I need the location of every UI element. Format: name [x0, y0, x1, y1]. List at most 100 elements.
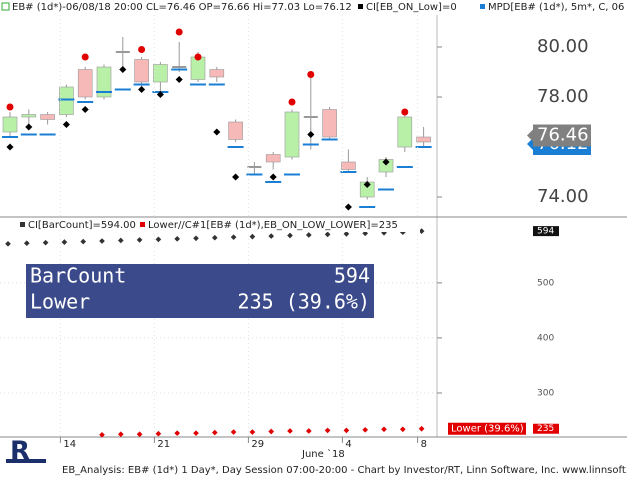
- point: [305, 428, 312, 434]
- info-box: [26, 264, 374, 318]
- point: [155, 430, 162, 437]
- candle-body: [153, 64, 168, 83]
- candle-body: [134, 59, 149, 83]
- marker-dot: [175, 28, 183, 36]
- y-tick-label: 74.00: [537, 186, 589, 207]
- panel-legend: Lower//C#1[EB# (1d*),EB_ON_LOW_LOWER]=23…: [148, 220, 398, 231]
- marker-diamond: [81, 105, 89, 114]
- point: [211, 429, 218, 436]
- header-bar: [0, 0, 627, 15]
- point: [249, 429, 256, 435]
- logo-bar: [6, 459, 46, 463]
- point: [399, 426, 406, 433]
- candle-body: [96, 66, 112, 98]
- candle-body: [322, 109, 337, 138]
- point: [268, 428, 275, 435]
- point: [23, 240, 30, 247]
- footer: EB_Analysis: EB# (1d*) 1 Day*, Day Sessi…: [62, 465, 627, 476]
- point: [230, 234, 237, 240]
- header-legend: EB# (1d*)-06/08/18 20:00 CL=76.46 OP=76.…: [12, 2, 352, 13]
- candle-body: [21, 114, 37, 118]
- candle-body: [59, 86, 74, 115]
- candle-body: [265, 154, 281, 163]
- point: [418, 425, 425, 432]
- candle-body: [284, 111, 300, 158]
- series-tag: [448, 422, 526, 435]
- price-tag: [533, 124, 591, 147]
- marker-dot: [138, 46, 146, 53]
- x-tick-label: 21: [157, 439, 170, 450]
- marker-diamond: [6, 143, 14, 151]
- info-value: 594: [334, 264, 370, 288]
- point: [381, 426, 387, 433]
- candle-body: [2, 116, 18, 133]
- point: [249, 233, 256, 240]
- panel-legend-bar: [0, 218, 420, 232]
- info-value: 235 (39.6%): [238, 290, 370, 314]
- series-tag-label: Lower (39.6%): [451, 424, 524, 435]
- marker-dot: [307, 71, 315, 78]
- value-tag: [533, 226, 559, 237]
- candle-body: [228, 121, 243, 140]
- marker-diamond: [138, 85, 146, 94]
- x-tick-label: 29: [251, 439, 264, 450]
- info-label: Lower: [30, 290, 90, 314]
- point: [136, 431, 143, 438]
- point: [211, 234, 218, 241]
- point: [343, 427, 350, 434]
- price-tag-arrow: [527, 138, 533, 150]
- legend-icon: [1, 2, 10, 11]
- point: [155, 236, 162, 243]
- x-tick-label: 14: [63, 439, 76, 450]
- candle-body: [397, 116, 413, 148]
- price-tag-label: 76.46: [537, 125, 589, 146]
- point: [193, 235, 199, 242]
- value-tag-label: 235: [537, 424, 554, 434]
- y-tick-label: 400: [537, 333, 554, 343]
- marker-diamond: [307, 130, 315, 139]
- marker-dot: [6, 103, 14, 111]
- legend-icon: [358, 4, 363, 9]
- point: [117, 237, 124, 244]
- candle-body: [209, 69, 225, 78]
- marker-diamond: [175, 75, 183, 84]
- point: [99, 238, 105, 244]
- point: [362, 427, 369, 433]
- marker-diamond: [156, 90, 164, 99]
- point: [193, 430, 199, 436]
- point: [174, 430, 181, 436]
- point: [80, 238, 87, 245]
- marker-dot: [401, 108, 409, 116]
- marker-diamond: [119, 65, 127, 74]
- point: [117, 431, 124, 438]
- candle-body: [77, 69, 93, 98]
- x-annotation: June `18: [301, 448, 345, 460]
- y-tick-label: 78.00: [537, 86, 589, 107]
- y-tick-label: 500: [537, 278, 554, 288]
- point: [418, 228, 425, 234]
- legend-icon: [480, 4, 485, 9]
- point: [99, 431, 105, 438]
- value-tag-label: 594: [537, 227, 554, 237]
- marker-dot: [81, 53, 89, 61]
- logo: R: [6, 437, 46, 467]
- marker-diamond: [344, 203, 352, 211]
- info-label: BarCount: [30, 264, 126, 288]
- panel-legend: CI[BarCount]=594.00: [28, 220, 136, 231]
- price-tag-arrow: [527, 129, 533, 142]
- point: [287, 232, 293, 239]
- point: [287, 428, 293, 434]
- point: [324, 231, 331, 238]
- marker-diamond: [213, 128, 221, 136]
- candle-body: [416, 136, 431, 143]
- x-tick-label: 8: [421, 439, 427, 450]
- marker-diamond: [363, 180, 371, 189]
- marker-dot: [288, 98, 296, 106]
- point: [230, 429, 237, 435]
- marker-diamond: [269, 173, 277, 181]
- candle-body: [341, 161, 356, 170]
- point: [174, 235, 181, 242]
- candle-body: [40, 114, 55, 120]
